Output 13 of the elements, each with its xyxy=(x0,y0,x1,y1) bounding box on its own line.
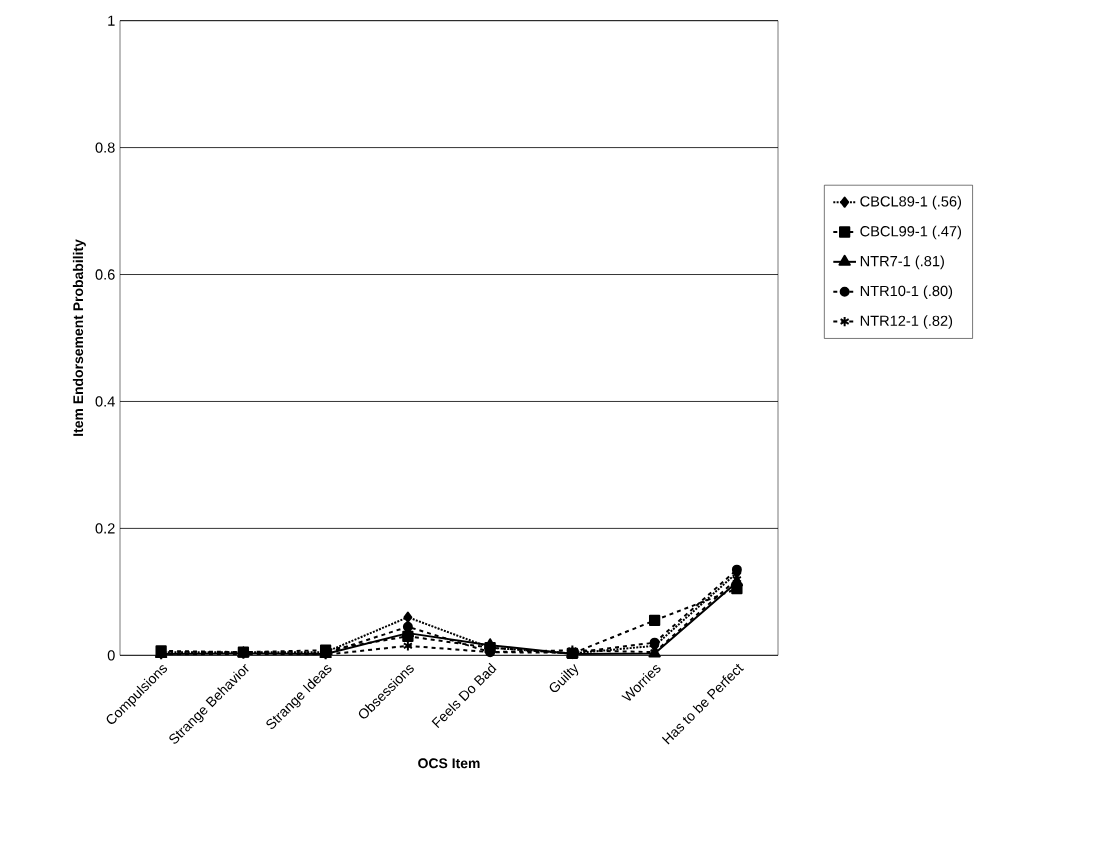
y-tick-label: 0.6 xyxy=(95,269,115,280)
legend-label: NTR10-1 (.80) xyxy=(860,285,953,299)
y-tick-label: 0.8 xyxy=(95,142,115,153)
legend-label: CBCL99-1 (.47) xyxy=(860,225,962,240)
legend-label: CBCL89-1 (.56) xyxy=(860,195,962,210)
y-tick-label: 0.4 xyxy=(95,396,115,407)
y-tick-label: 0 xyxy=(107,650,115,661)
legend-label: NTR7-1 (.81) xyxy=(860,255,944,269)
x-axis-title: OCS Item xyxy=(418,758,480,769)
y-tick-label: 1 xyxy=(108,15,115,26)
y-axis-title: Item Endorsement Probability xyxy=(72,239,86,436)
y-tick-label: 0.2 xyxy=(95,523,115,534)
legend-label: NTR12-1 (.82) xyxy=(860,315,953,329)
